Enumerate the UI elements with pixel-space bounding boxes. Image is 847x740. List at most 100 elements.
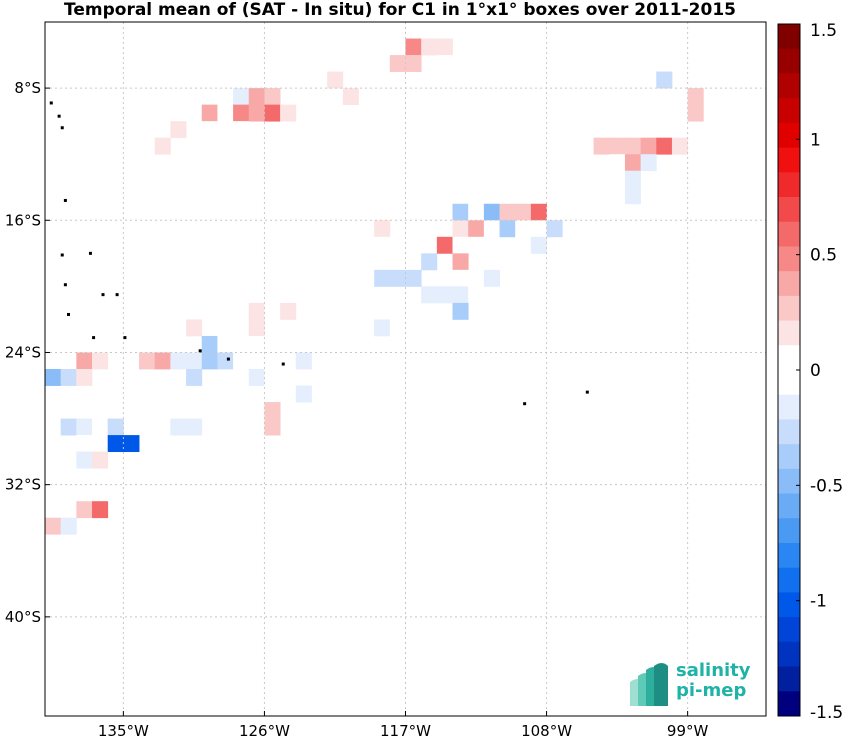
colorbar-segment <box>778 444 800 470</box>
heatmap-cell <box>264 369 281 386</box>
heatmap-cell <box>358 236 375 254</box>
heatmap-cell <box>327 286 344 304</box>
heatmap-cell <box>624 137 642 155</box>
heatmap-cell <box>421 253 438 271</box>
heatmap-cell <box>295 385 312 403</box>
colorbar-tick-label: 0.5 <box>810 246 837 266</box>
heatmap-cell <box>405 269 422 287</box>
heatmap-cell <box>640 121 657 139</box>
island-mark <box>63 283 67 287</box>
heatmap-cell <box>452 203 469 221</box>
colorbar-segment <box>778 518 800 544</box>
heatmap-cell <box>389 302 406 320</box>
y-axis-ticks: 8°S 16°S 24°S 32°S 40°S <box>5 79 50 626</box>
x-tick-label: 108°W <box>521 722 572 740</box>
heatmap-cell <box>264 418 281 436</box>
heatmap-cell <box>201 352 218 370</box>
colorbar-tick-label: -1.5 <box>810 703 843 723</box>
heatmap-cell <box>436 55 453 72</box>
colorbar-ticks: 1.5 1 0.5 0 -0.5 -1 -1.5 <box>796 21 843 723</box>
island-mark <box>67 312 71 316</box>
heatmap-cell <box>264 104 281 122</box>
island-mark <box>198 349 202 353</box>
heatmap-cell <box>468 187 485 205</box>
heatmap-cell <box>452 220 469 238</box>
x-tick-label: 126°W <box>239 722 290 740</box>
heatmap-cells <box>45 38 704 535</box>
x-axis-ticks: 135°W 126°W 117°W 108°W 99°W <box>98 711 709 740</box>
heatmap-cell <box>264 88 281 106</box>
island-mark <box>115 293 119 297</box>
heatmap-cell <box>92 418 109 436</box>
heatmap-cell <box>92 451 109 469</box>
heatmap-cell <box>483 220 500 238</box>
heatmap-cell <box>358 335 375 353</box>
heatmap-cell <box>530 236 547 254</box>
x-tick-label: 117°W <box>380 722 431 740</box>
heatmap-cell <box>515 269 532 287</box>
colorbar-segment <box>778 394 800 420</box>
heatmap-cell <box>327 71 344 89</box>
heatmap-cell <box>468 220 485 238</box>
heatmap-cell <box>624 187 642 205</box>
heatmap-cell <box>248 302 265 320</box>
heatmap-cell <box>640 154 657 172</box>
colorbar-segment <box>778 691 800 717</box>
heatmap-cell <box>280 104 297 122</box>
logo-text-salinity: salinity <box>676 660 751 681</box>
heatmap-cell <box>233 104 250 122</box>
colorbar-segment <box>778 295 800 322</box>
heatmap-cell <box>217 335 234 353</box>
grid-lines <box>45 22 766 716</box>
heatmap-cell <box>389 319 406 337</box>
heatmap-cell <box>248 319 265 337</box>
heatmap-cell <box>656 71 673 89</box>
colorbar-segment <box>778 419 800 445</box>
heatmap-cell <box>233 385 250 403</box>
colorbar-segment <box>778 48 800 74</box>
colorbar-segment <box>778 197 800 223</box>
heatmap-cell <box>342 88 359 106</box>
heatmap-cell <box>374 269 391 287</box>
heatmap-cell <box>264 352 281 370</box>
heatmap-cell <box>468 170 485 188</box>
heatmap-cell <box>687 88 704 106</box>
heatmap-cell <box>468 154 485 172</box>
heatmap-cell <box>233 121 250 139</box>
colorbar-segment <box>778 320 800 346</box>
island-mark <box>123 336 127 340</box>
heatmap-cell <box>671 137 689 155</box>
colorbar-segment <box>778 147 800 173</box>
heatmap-cell <box>76 352 93 370</box>
heatmap-cell <box>186 418 203 436</box>
colorbar-tick-label: 0 <box>810 361 821 381</box>
heatmap-cell <box>421 286 438 304</box>
heatmap-cell <box>248 88 265 106</box>
heatmap-cell <box>452 302 469 320</box>
heatmap-cell <box>436 286 453 304</box>
heatmap-cell <box>468 203 485 221</box>
heatmap-cell <box>170 352 187 370</box>
island-mark <box>226 357 230 361</box>
heatmap-cell <box>562 170 579 188</box>
heatmap-cell <box>233 352 250 370</box>
island-mark <box>60 126 64 130</box>
island-mark <box>60 253 64 257</box>
heatmap-cell <box>546 220 563 238</box>
logo-wave-icon <box>630 663 668 706</box>
heatmap-cell <box>201 121 218 139</box>
heatmap-cell <box>170 121 187 139</box>
heatmap-cell <box>45 517 62 535</box>
heatmap-cell <box>186 319 203 337</box>
heatmap-cell <box>515 220 532 238</box>
heatmap-cell <box>452 286 469 304</box>
heatmap-cell <box>389 269 406 287</box>
logo-text-pi-mep: pi-mep <box>676 680 747 701</box>
heatmap-cell <box>436 187 453 205</box>
heatmap-cell <box>374 319 391 337</box>
heatmap-cell <box>217 104 234 122</box>
heatmap-cell <box>593 137 610 155</box>
heatmap-cell <box>201 335 218 353</box>
heatmap-cell <box>76 451 93 469</box>
island-mark <box>63 198 67 202</box>
